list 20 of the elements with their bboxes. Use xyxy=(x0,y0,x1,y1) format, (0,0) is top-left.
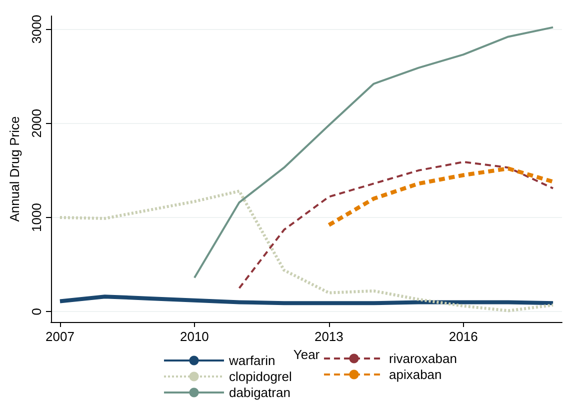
line-series xyxy=(58,190,555,312)
legend-label: rivaroxaban xyxy=(389,351,457,366)
y-tick-label: 2000 xyxy=(29,108,44,138)
y-tick-label: 0 xyxy=(29,308,44,316)
x-axis-title: Year xyxy=(293,346,320,362)
x-tick-label: 2007 xyxy=(46,329,74,344)
line-series xyxy=(326,166,556,228)
y-tick-label: 1000 xyxy=(29,203,44,232)
y-tick-label: 3000 xyxy=(29,14,44,44)
legend-label: clopidogrel xyxy=(229,369,292,384)
legend-label: dabigatran xyxy=(229,385,290,400)
legend-label: warfarin xyxy=(228,353,276,368)
x-tick-label: 2010 xyxy=(180,329,209,344)
line-series xyxy=(58,294,556,306)
line-series xyxy=(193,26,554,279)
x-tick-label: 2016 xyxy=(448,329,478,344)
line-series xyxy=(238,160,554,290)
legend-label: apixaban xyxy=(389,367,442,382)
y-axis-title: Annual Drug Price xyxy=(7,116,22,222)
x-tick-label: 2013 xyxy=(314,329,344,344)
